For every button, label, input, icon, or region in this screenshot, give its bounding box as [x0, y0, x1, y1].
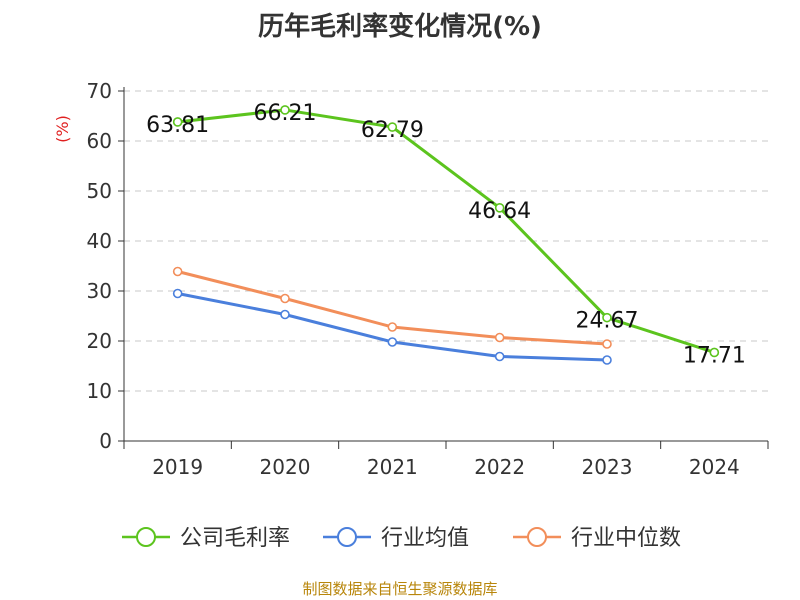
data-point	[387, 322, 398, 332]
series-line	[177, 108, 715, 354]
data-point	[172, 266, 183, 277]
x-tick-label: 2019	[152, 455, 203, 479]
data-labels: 63.81 66.21 62.79 46.64 24.67 17.71	[146, 101, 746, 369]
legend-marker	[527, 527, 547, 547]
y-tick-label: 0	[99, 429, 112, 453]
y-tick-label: 60	[87, 129, 112, 153]
y-tick-label: 50	[87, 179, 112, 203]
series-line	[177, 270, 608, 346]
data-point	[602, 312, 612, 323]
legend-marker	[337, 527, 357, 547]
data-point	[387, 337, 398, 347]
data-point	[172, 117, 183, 127]
legend-label: 行业中位数	[571, 526, 681, 551]
y-axis-label: (%)	[53, 115, 72, 143]
y-tick-label: 70	[87, 79, 112, 103]
source-note: 制图数据来自恒生聚源数据库	[302, 580, 498, 598]
data-point	[172, 288, 183, 299]
x-tick-label: 2021	[367, 455, 418, 479]
axes: 0 10 20 30 40 50 60 70 (%) 2019 2020 2021 2022 2023 20…	[53, 79, 769, 479]
data-point	[280, 309, 290, 320]
data-label: 46.64	[468, 199, 531, 224]
grid-lines	[124, 90, 768, 392]
data-point	[494, 351, 505, 362]
y-tick-label: 10	[87, 379, 112, 403]
data-label: 62.79	[361, 118, 424, 143]
data-label: 24.67	[576, 309, 639, 334]
legend-label: 公司毛利率	[180, 526, 290, 551]
data-point	[709, 347, 720, 358]
legend-marker	[136, 527, 156, 547]
series-lines	[172, 105, 720, 365]
data-point	[280, 293, 290, 304]
data-point	[280, 105, 290, 115]
x-tick-label: 2020	[260, 455, 311, 479]
chart-title: 历年毛利率变化情况(%)	[258, 12, 542, 42]
data-label: 17.71	[683, 343, 746, 368]
y-tick-label: 40	[87, 229, 112, 253]
y-tick-label: 30	[87, 279, 112, 303]
x-tick-label: 2022	[474, 455, 525, 479]
y-tick-label: 20	[87, 329, 112, 353]
legend-label: 行业均值	[381, 526, 469, 551]
data-point	[494, 332, 505, 343]
x-tick-label: 2024	[689, 455, 740, 479]
data-label: 63.81	[146, 113, 209, 138]
x-tick-label: 2023	[582, 455, 633, 479]
data-point	[602, 339, 612, 349]
data-point	[602, 355, 612, 365]
data-label: 66.21	[254, 101, 317, 126]
data-point	[494, 203, 505, 213]
legend: 公司毛利率 行业均值 行业中位数	[122, 526, 681, 551]
data-point	[387, 122, 398, 132]
